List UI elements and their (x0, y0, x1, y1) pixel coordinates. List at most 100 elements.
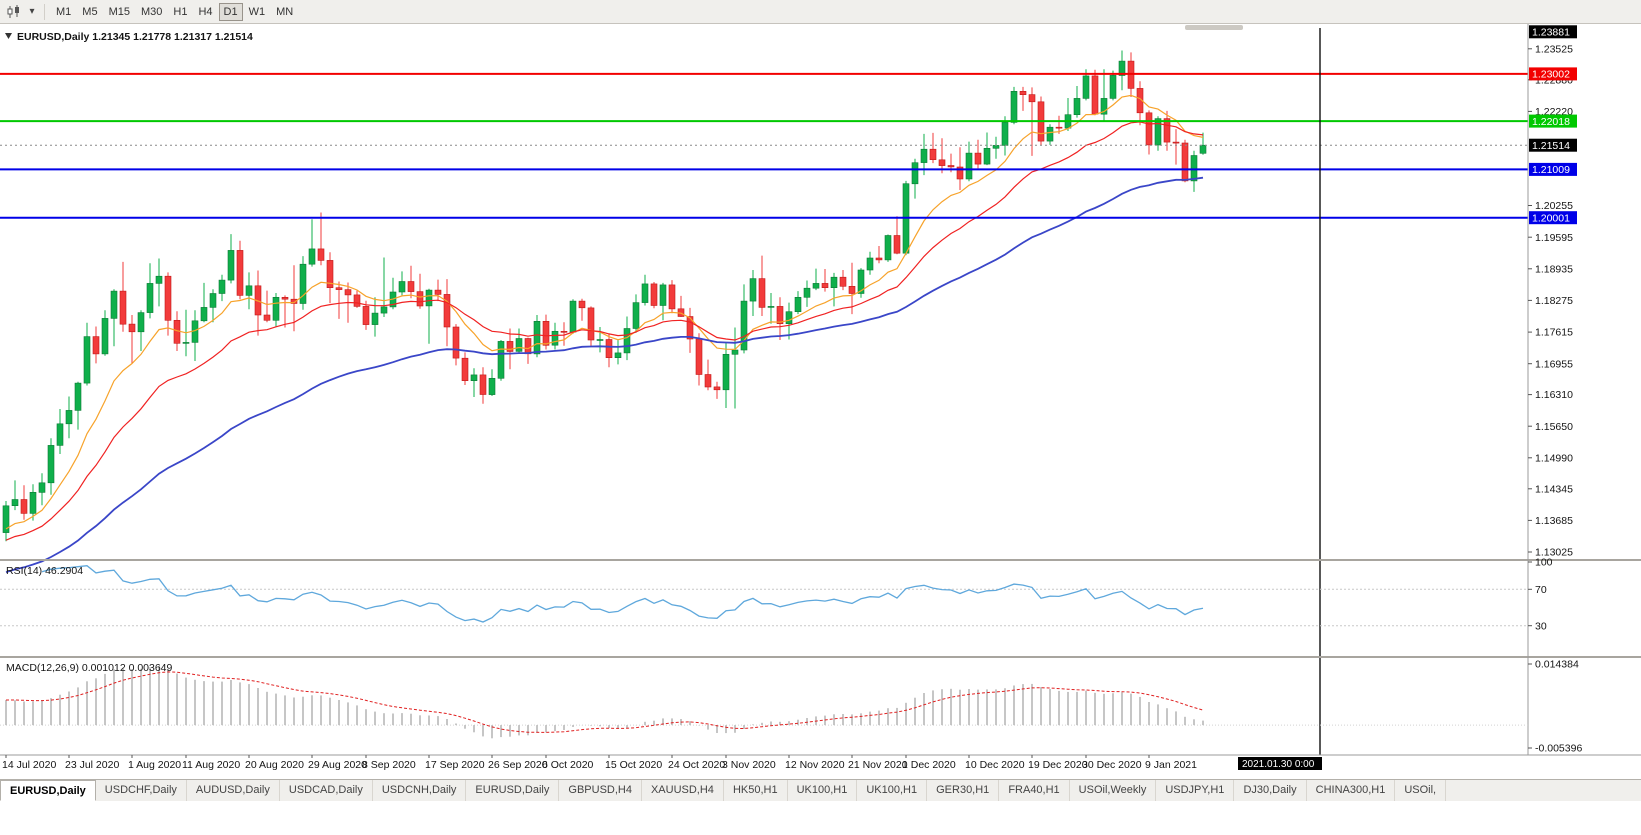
chart-background (0, 24, 1641, 779)
svg-text:1.23881: 1.23881 (1532, 27, 1570, 39)
macd-label: MACD(12,26,9) 0.001012 0.003649 (6, 662, 173, 674)
svg-text:1.20255: 1.20255 (1535, 200, 1573, 212)
chart-tab-usdcnh-daily-4[interactable]: USDCNH,Daily (372, 780, 467, 801)
ma-line-slow (5, 176, 1204, 574)
svg-text:6 Oct 2020: 6 Oct 2020 (542, 759, 594, 771)
chart-tab-eurusd-daily-5[interactable]: EURUSD,Daily (466, 780, 560, 801)
price-label-level-1: 1.22018 (1529, 114, 1577, 128)
chart-canvas[interactable]: 1.235251.228801.222201.202551.195951.189… (0, 24, 1641, 779)
timeframe-button-d1[interactable]: D1 (218, 2, 243, 21)
svg-text:1.17615: 1.17615 (1535, 327, 1573, 339)
svg-text:11 Aug 2020: 11 Aug 2020 (182, 759, 240, 771)
svg-text:1.14345: 1.14345 (1535, 483, 1573, 495)
timeframe-button-w1[interactable]: W1 (248, 5, 266, 18)
svg-text:1.18935: 1.18935 (1535, 263, 1573, 275)
svg-text:1.16955: 1.16955 (1535, 358, 1573, 370)
timeframe-button-m1[interactable]: M1 (56, 5, 72, 18)
chart-tab-fra40-h1-12[interactable]: FRA40,H1 (999, 780, 1070, 801)
svg-text:100: 100 (1535, 557, 1553, 569)
svg-text:2021.01.30 0:00: 2021.01.30 0:00 (1242, 759, 1315, 770)
svg-text:1.13685: 1.13685 (1535, 515, 1573, 527)
svg-text:19 Dec 2020: 19 Dec 2020 (1028, 759, 1088, 771)
price-label-level-0: 1.23002 (1529, 67, 1577, 81)
timeframe-button-m30[interactable]: M30 (140, 5, 163, 18)
svg-text:29 Aug 2020: 29 Aug 2020 (308, 759, 367, 771)
chart-title: EURUSD,Daily 1.21345 1.21778 1.21317 1.2… (17, 31, 253, 43)
svg-text:24 Oct 2020: 24 Oct 2020 (668, 759, 725, 771)
svg-text:1.13025: 1.13025 (1535, 547, 1573, 559)
svg-text:1.21009: 1.21009 (1532, 164, 1570, 176)
chart-h-scrollbar[interactable] (1185, 25, 1243, 30)
rsi-label: RSI(14) 46.2904 (6, 565, 83, 577)
time-axis-labels: 14 Jul 2020 23 Jul 2020 1 Aug 2020 11 Aug 2… (2, 755, 1197, 771)
svg-text:1.23525: 1.23525 (1535, 43, 1573, 55)
chart-tab-hk50-h1-8[interactable]: HK50,H1 (723, 780, 788, 801)
svg-text:1.20001: 1.20001 (1532, 213, 1570, 225)
svg-text:14 Jul 2020: 14 Jul 2020 (2, 759, 56, 771)
price-label-level-3: 1.20001 (1529, 211, 1577, 225)
chart-tab-usoil-weekly-13[interactable]: USOil,Weekly (1069, 780, 1157, 801)
svg-text:0.014384: 0.014384 (1535, 659, 1579, 671)
svg-text:20 Aug 2020: 20 Aug 2020 (245, 759, 304, 771)
macd-signal-line (6, 671, 1204, 733)
candlestick-series (2, 50, 1207, 542)
toolbar: ▾ M1 M5 M15 M30 H1 H4 D1 W1 MN (0, 0, 1641, 24)
chart-tab-china300-h1-16[interactable]: CHINA300,H1 (1306, 780, 1396, 801)
svg-text:1.18275: 1.18275 (1535, 295, 1573, 307)
svg-text:15 Oct 2020: 15 Oct 2020 (605, 759, 662, 771)
chart-tab-uk100-h1-9[interactable]: UK100,H1 (787, 780, 858, 801)
svg-text:9 Jan 2021: 9 Jan 2021 (1145, 759, 1197, 771)
chart-tab-eurusd-daily-0[interactable]: EURUSD,Daily (0, 780, 96, 801)
macd-histogram (5, 666, 1204, 739)
svg-text:10 Dec 2020: 10 Dec 2020 (965, 759, 1025, 771)
svg-text:3 Nov 2020: 3 Nov 2020 (722, 759, 776, 771)
chart-tab-gbpusd-h4-6[interactable]: GBPUSD,H4 (559, 780, 642, 801)
timeframe-button-mn[interactable]: MN (276, 5, 294, 18)
svg-text:1 Aug 2020: 1 Aug 2020 (128, 759, 181, 771)
chart-tab-usdcad-daily-3[interactable]: USDCAD,Daily (279, 780, 373, 801)
svg-text:30: 30 (1535, 620, 1547, 632)
svg-text:1.14990: 1.14990 (1535, 452, 1573, 464)
svg-text:23 Jul 2020: 23 Jul 2020 (65, 759, 119, 771)
svg-text:1.21514: 1.21514 (1532, 140, 1570, 152)
svg-text:1.19595: 1.19595 (1535, 232, 1573, 244)
svg-text:70: 70 (1535, 584, 1547, 596)
chart-tab-bar: EURUSD,Daily USDCHF,Daily AUDUSD,Daily USDC… (0, 779, 1641, 801)
chart-tab-xauusd-h4-7[interactable]: XAUUSD,H4 (641, 780, 724, 801)
timeframe-button-h1[interactable]: H1 (173, 5, 188, 18)
svg-text:1.23002: 1.23002 (1532, 69, 1570, 81)
rsi-line (41, 565, 1204, 623)
svg-text:17 Sep 2020: 17 Sep 2020 (425, 759, 485, 771)
svg-text:1.15650: 1.15650 (1535, 421, 1573, 433)
price-label-max: 1.23881 (1529, 25, 1577, 39)
ma-line-medium (5, 121, 1204, 541)
timeframe-buttons: M1 M5 M15 M30 H1 H4 D1 W1 MN (51, 2, 298, 21)
svg-text:-0.005396: -0.005396 (1535, 743, 1582, 755)
chart-tab-usdjpy-h1-14[interactable]: USDJPY,H1 (1156, 780, 1235, 801)
date-marker-label: 2021.01.30 0:00 (1238, 757, 1322, 770)
timeframe-button-m15[interactable]: M15 (108, 5, 130, 18)
svg-text:8 Sep 2020: 8 Sep 2020 (362, 759, 416, 771)
caret-down-icon[interactable]: ▾ (29, 6, 35, 17)
chart-tab-usdchf-daily-1[interactable]: USDCHF,Daily (95, 780, 187, 801)
timeframe-button-m5[interactable]: M5 (82, 5, 98, 18)
chart-tab-usoil--17[interactable]: USOil, (1395, 780, 1447, 801)
symbol-marker-icon[interactable] (5, 33, 12, 39)
candlestick-chart-icon[interactable] (3, 3, 25, 21)
svg-text:26 Sep 2020: 26 Sep 2020 (488, 759, 548, 771)
price-axis-ticks: 1.235251.228801.222201.202551.195951.189… (1528, 43, 1573, 559)
timeframe-button-h4[interactable]: H4 (198, 5, 213, 18)
price-label-current: 1.21514 (1529, 138, 1577, 152)
svg-text:1 Dec 2020: 1 Dec 2020 (902, 759, 956, 771)
svg-text:1.16310: 1.16310 (1535, 389, 1573, 401)
svg-text:12 Nov 2020: 12 Nov 2020 (785, 759, 845, 771)
ma-line-fast (5, 94, 1204, 530)
bottom-strip (0, 801, 1641, 835)
toolbar-separator (44, 3, 45, 20)
svg-text:21 Nov 2020: 21 Nov 2020 (848, 759, 908, 771)
chart-tab-uk100-h1-10[interactable]: UK100,H1 (857, 780, 928, 801)
chart-tab-audusd-daily-2[interactable]: AUDUSD,Daily (186, 780, 280, 801)
chart-tab-dj30-daily-15[interactable]: DJ30,Daily (1234, 780, 1307, 801)
chart-tab-ger30-h1-11[interactable]: GER30,H1 (927, 780, 1000, 801)
svg-text:30 Dec 2020: 30 Dec 2020 (1082, 759, 1142, 771)
